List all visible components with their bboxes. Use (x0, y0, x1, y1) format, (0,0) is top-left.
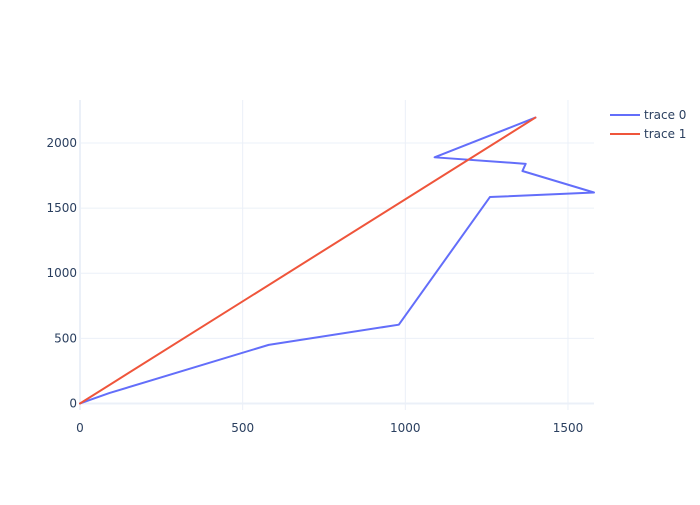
x-axis-ticks: 0 500 1000 1500 (76, 421, 583, 435)
x-tick-label: 1000 (390, 421, 421, 435)
y-axis-ticks: 0 500 1000 1500 2000 (46, 136, 77, 411)
y-tick-label: 1500 (46, 201, 77, 215)
legend-item-trace-1[interactable]: trace 1 (610, 127, 686, 141)
legend[interactable]: trace 0 trace 1 (610, 108, 686, 141)
x-tick-label: 0 (76, 421, 84, 435)
series-line-trace-1 (79, 116, 537, 405)
y-tick-label: 2000 (46, 136, 77, 150)
series-layer (79, 116, 595, 405)
legend-item-trace-0[interactable]: trace 0 (610, 108, 686, 122)
y-tick-label: 0 (69, 396, 77, 410)
grid (79, 100, 594, 410)
legend-label: trace 1 (644, 127, 686, 141)
y-tick-label: 1000 (46, 266, 77, 280)
x-tick-label: 500 (231, 421, 254, 435)
legend-label: trace 0 (644, 108, 686, 122)
y-tick-label: 500 (54, 331, 77, 345)
series-line-trace-0 (79, 116, 595, 405)
x-tick-label: 1500 (553, 421, 584, 435)
